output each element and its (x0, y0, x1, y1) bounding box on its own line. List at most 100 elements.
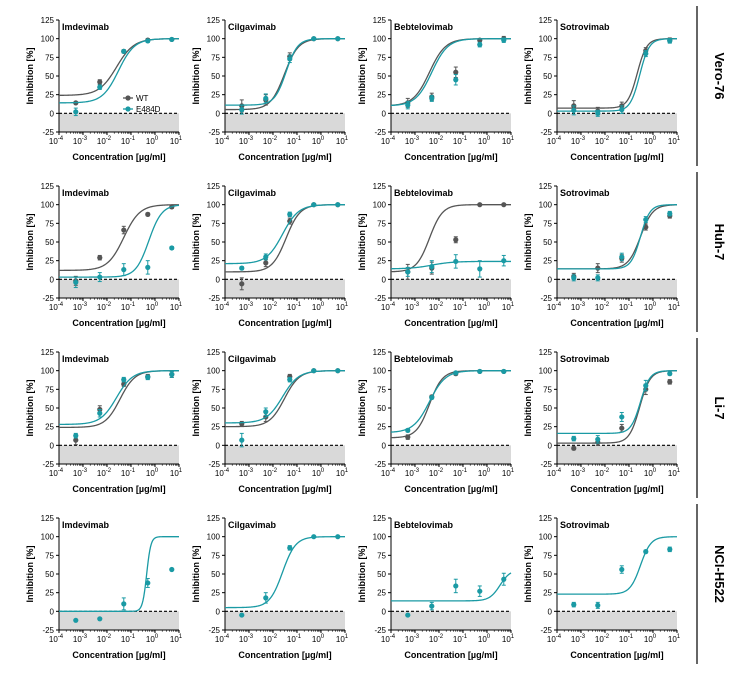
y-tick-label: 75 (543, 551, 552, 560)
e484d-data-point (121, 601, 127, 607)
y-tick-label: 75 (377, 53, 386, 62)
e484d-data-point (619, 254, 625, 260)
e484d-data-point (121, 377, 127, 383)
y-tick-label: 75 (45, 53, 54, 62)
e484d-data-point (501, 576, 507, 582)
e484d-data-point (405, 269, 411, 275)
y-tick-label: 125 (373, 348, 387, 357)
x-tick-label: 100 (478, 634, 491, 644)
y-tick-label: 25 (45, 257, 54, 266)
x-tick-label: 100 (146, 302, 159, 312)
wt-fit-curve (557, 370, 678, 444)
x-axis-title: Concentration [µg/ml] (570, 152, 663, 162)
x-tick-label: 100 (312, 136, 325, 146)
x-tick-label: 10-4 (381, 634, 396, 644)
y-tick-label: 75 (543, 53, 552, 62)
e484d-data-point (169, 371, 175, 377)
negative-region (557, 279, 677, 298)
y-tick-label: 100 (373, 201, 387, 210)
wt-data-point (453, 69, 459, 75)
x-tick-label: 10-1 (121, 634, 136, 644)
y-tick-label: 100 (41, 533, 55, 542)
y-tick-label: 25 (45, 423, 54, 432)
x-tick-label: 101 (668, 302, 681, 312)
y-tick-label: 50 (211, 404, 220, 413)
y-tick-label: 125 (41, 514, 55, 523)
y-tick-label: 50 (45, 404, 54, 413)
x-tick-label: 10-2 (429, 136, 444, 146)
y-axis-title: Inhibition [%] (357, 48, 367, 105)
e484d-fit-curve (390, 38, 511, 107)
y-tick-label: 50 (211, 238, 220, 247)
y-tick-label: 0 (382, 275, 387, 284)
e484d-data-point (595, 602, 601, 608)
x-axis-title: Concentration [µg/ml] (238, 484, 331, 494)
y-tick-label: 25 (543, 257, 552, 266)
e484d-data-point (501, 37, 507, 43)
x-tick-label: 100 (312, 634, 325, 644)
e484d-fit-curve (557, 370, 678, 435)
x-tick-label: 10-1 (287, 468, 302, 478)
negative-region (557, 113, 677, 132)
x-axis-title: Concentration [µg/ml] (72, 484, 165, 494)
panel-title: Sotrovimab (560, 354, 610, 364)
y-tick-label: 0 (382, 109, 387, 118)
y-axis-title: Inhibition [%] (523, 48, 533, 105)
e484d-data-point (311, 368, 317, 374)
wt-data-point (121, 227, 127, 233)
panel-title: Cilgavimab (228, 520, 277, 530)
x-tick-label: 10-4 (215, 136, 230, 146)
wt-data-point (571, 445, 577, 451)
x-axis-title: Concentration [µg/ml] (72, 318, 165, 328)
x-tick-label: 100 (644, 634, 657, 644)
x-tick-label: 10-4 (215, 468, 230, 478)
y-tick-label: 75 (45, 385, 54, 394)
e484d-data-point (619, 566, 625, 573)
negative-region (59, 279, 179, 298)
e484d-data-point (667, 211, 673, 217)
y-tick-label: -25 (374, 294, 386, 303)
y-tick-label: 100 (373, 533, 387, 542)
e484d-data-point (477, 588, 483, 594)
y-tick-label: -25 (208, 626, 220, 635)
y-tick-label: 100 (41, 367, 55, 376)
panel-vero-76-bebtelovimab: -25 0 25 50 75 100 125 10-4 10-3 10-2 10-1 100 101 Co… (357, 16, 515, 162)
y-tick-label: 125 (539, 182, 553, 191)
x-tick-label: 10-4 (547, 468, 562, 478)
y-tick-label: -25 (540, 294, 552, 303)
x-tick-label: 10-2 (595, 136, 610, 146)
y-axis-title: Inhibition [%] (25, 48, 35, 105)
e484d-data-point (145, 580, 151, 586)
x-tick-label: 10-2 (97, 468, 112, 478)
y-tick-label: 25 (211, 423, 220, 432)
x-tick-label: 10-4 (547, 302, 562, 312)
wt-data-point (453, 237, 459, 243)
e484d-data-point (121, 48, 127, 54)
negative-region (391, 445, 511, 464)
y-tick-label: 0 (216, 275, 221, 284)
x-tick-label: 10-1 (121, 302, 136, 312)
x-tick-label: 10-3 (239, 302, 254, 312)
y-tick-label: 50 (377, 72, 386, 81)
x-tick-label: 10-3 (73, 136, 88, 146)
y-tick-label: 125 (539, 514, 553, 523)
negative-region (391, 611, 511, 630)
negative-region (59, 113, 179, 132)
y-tick-label: 75 (45, 219, 54, 228)
e484d-data-point (263, 409, 269, 415)
e484d-data-point (453, 583, 459, 589)
x-tick-label: 100 (644, 302, 657, 312)
x-tick-label: 10-1 (121, 136, 136, 146)
x-tick-label: 10-2 (97, 302, 112, 312)
e484d-data-point (335, 534, 341, 540)
x-tick-label: 10-3 (571, 468, 586, 478)
y-tick-label: 125 (373, 514, 387, 523)
e484d-data-point (405, 102, 411, 108)
e484d-data-point (595, 110, 601, 116)
panel-huh-7-sotrovimab: -25 0 25 50 75 100 125 10-4 10-3 10-2 10-1 100 101 Co… (523, 182, 681, 328)
y-tick-label: 125 (539, 348, 553, 357)
e484d-data-point (311, 36, 317, 42)
wt-data-point (97, 255, 103, 261)
x-axis-title: Concentration [µg/ml] (404, 318, 497, 328)
y-tick-label: 25 (377, 589, 386, 598)
